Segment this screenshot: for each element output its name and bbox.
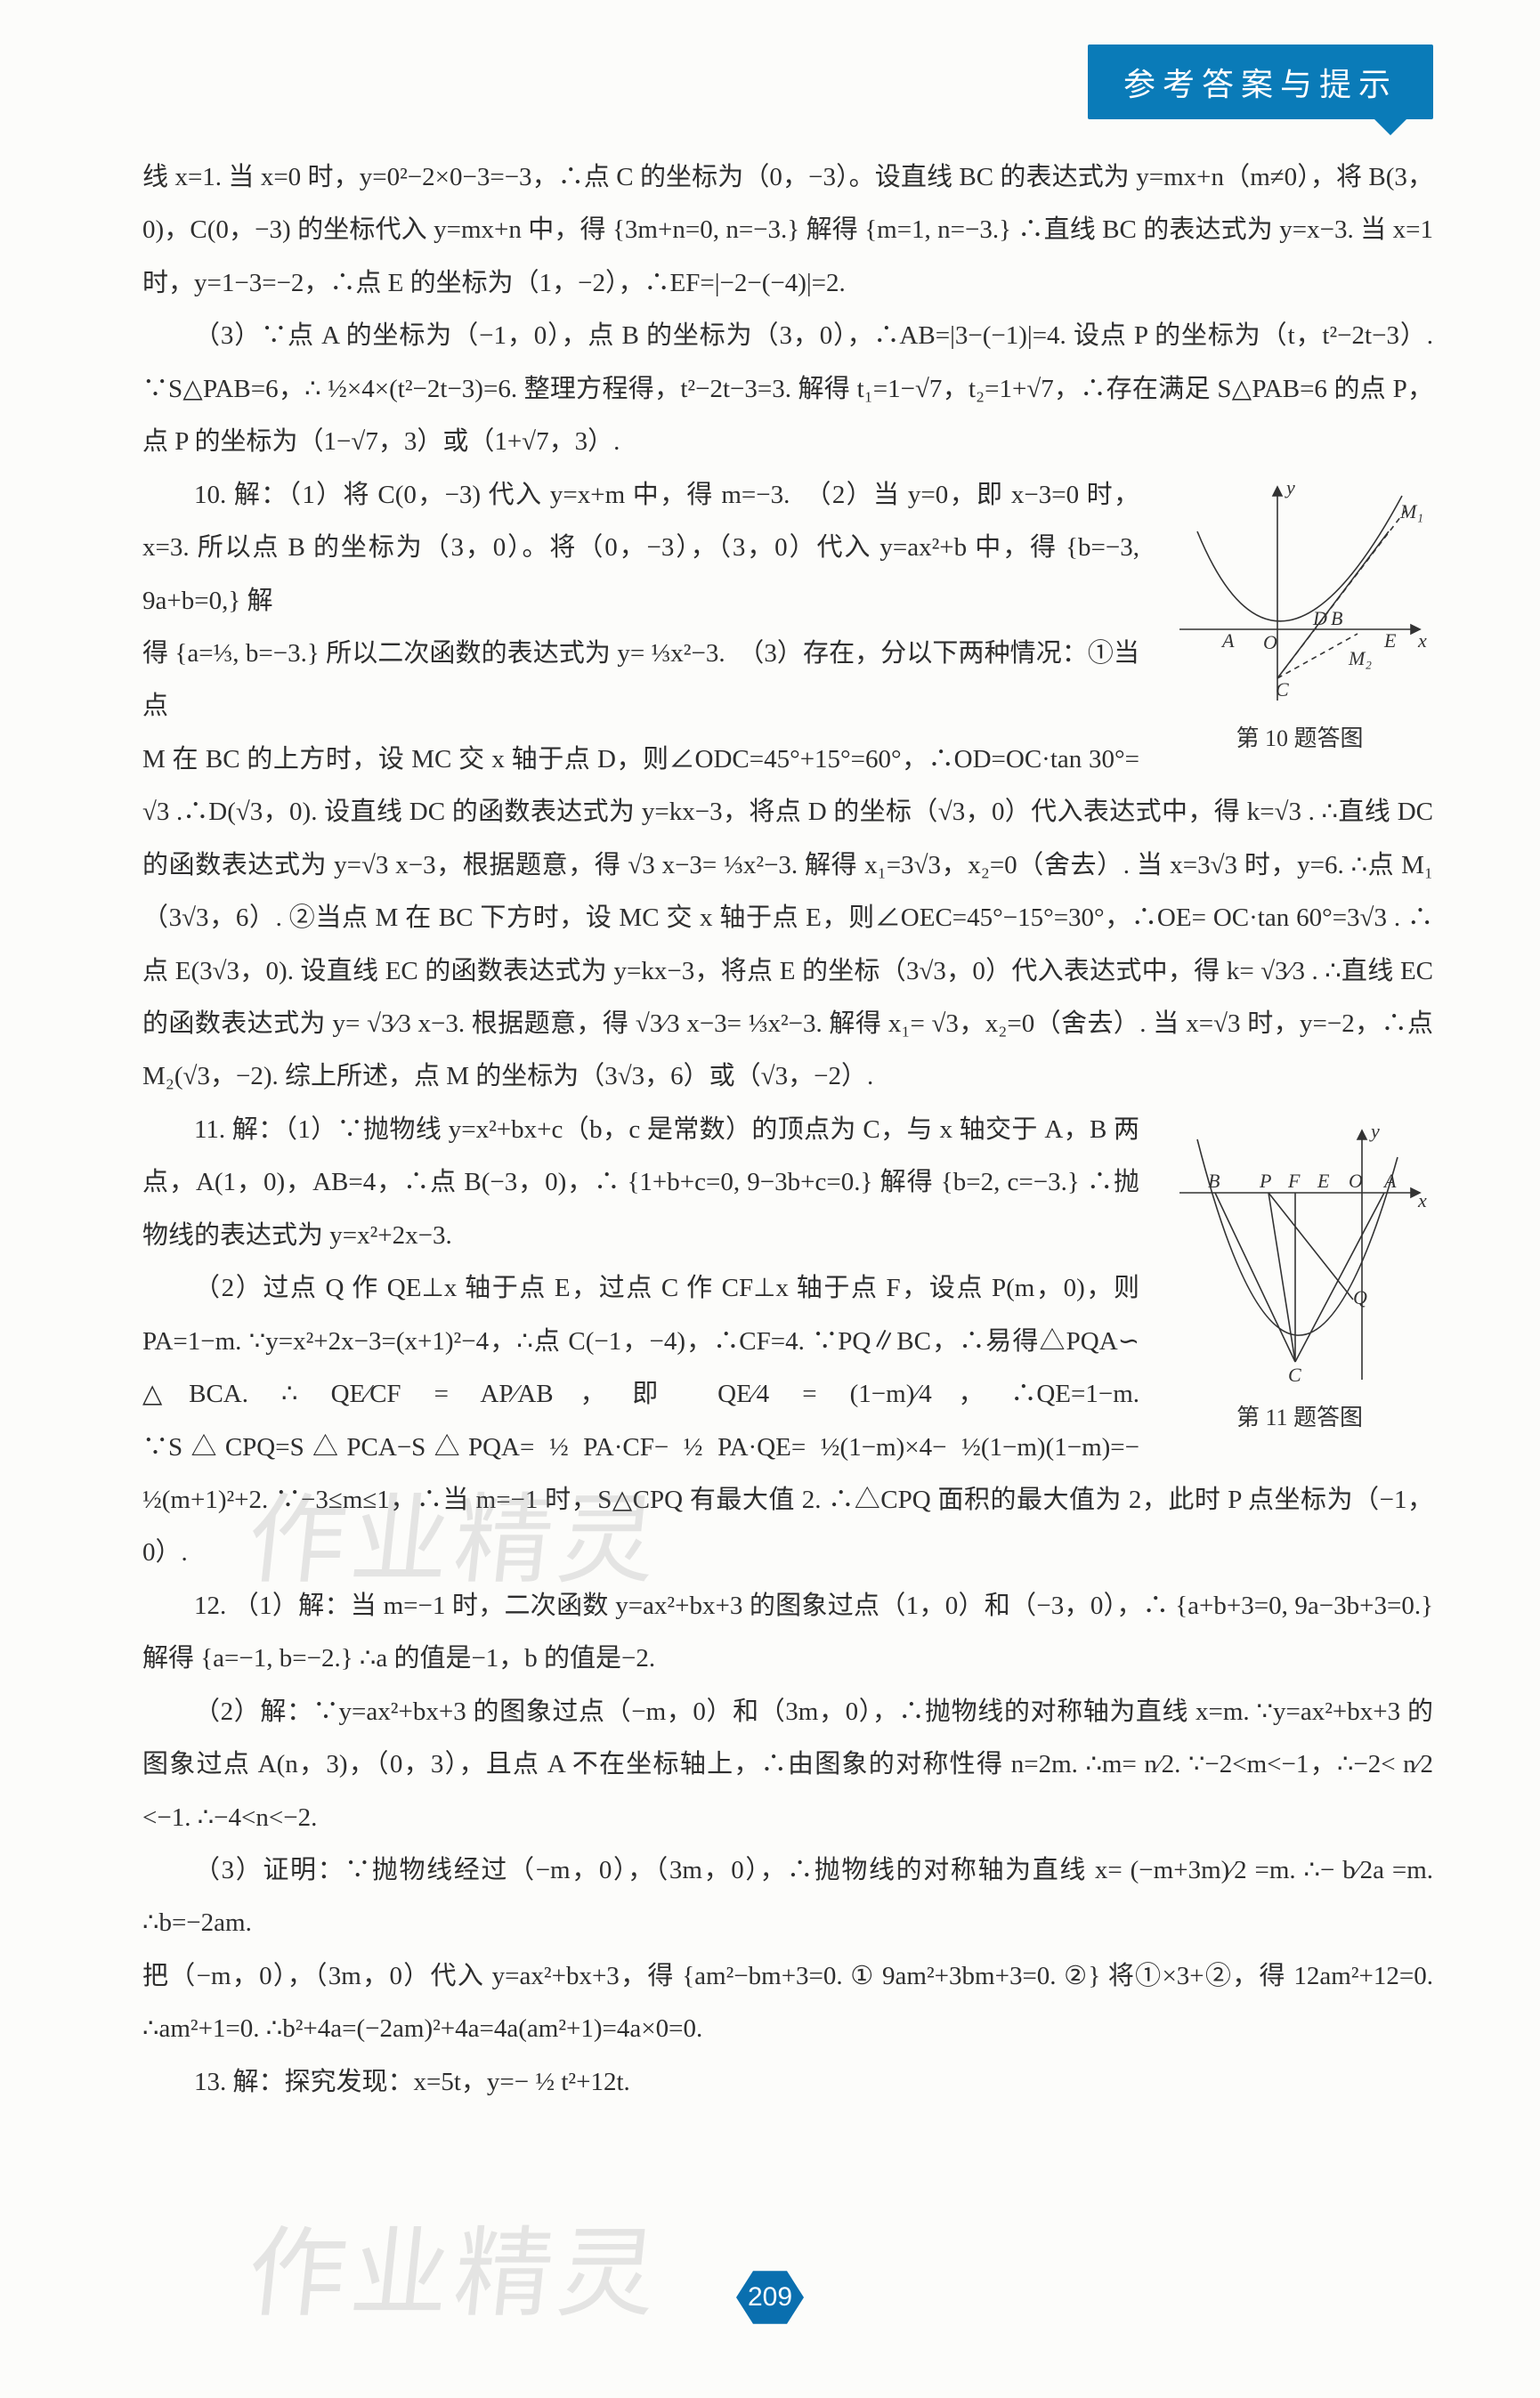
- svg-text:A: A: [1382, 1170, 1397, 1192]
- svg-text:B: B: [1331, 607, 1342, 629]
- para-8: 12. （1）解：当 m=−1 时，二次函数 y=ax²+bx+3 的图象过点（…: [142, 1580, 1433, 1686]
- svg-text:C: C: [1288, 1364, 1301, 1386]
- svg-text:A: A: [1220, 629, 1235, 652]
- svg-text:Q: Q: [1353, 1286, 1367, 1308]
- figure-11-svg: B P F E O A x y Q C: [1171, 1122, 1429, 1389]
- svg-text:F: F: [1287, 1170, 1301, 1192]
- svg-text:B: B: [1208, 1170, 1220, 1192]
- header-tab: 参考答案与提示: [1088, 45, 1433, 119]
- svg-text:x: x: [1417, 629, 1427, 652]
- para-5: M 在 BC 的上方时，设 MC 交 x 轴于点 D，则∠ODC=45°+15°…: [142, 733, 1433, 1104]
- header-title: 参考答案与提示: [1123, 66, 1398, 102]
- content-body: 线 x=1. 当 x=0 时，y=0²−2×0−3=−3，∴点 C 的坐标为（0…: [142, 151, 1433, 2109]
- watermark-2: 作业精灵: [242, 2193, 670, 2336]
- figure-10-svg: A O C D B E M₁ M₂ x y: [1171, 478, 1429, 709]
- para-1: 线 x=1. 当 x=0 时，y=0²−2×0−3=−3，∴点 C 的坐标为（0…: [142, 151, 1433, 310]
- para-10: （3）证明：∵抛物线经过（−m，0），（3m，0），∴抛物线的对称轴为直线 x=…: [142, 1844, 1433, 1950]
- svg-text:E: E: [1317, 1170, 1330, 1192]
- svg-text:P: P: [1259, 1170, 1271, 1192]
- page-number-badge: 209: [736, 2268, 804, 2327]
- svg-text:O: O: [1349, 1170, 1363, 1192]
- svg-text:y: y: [1285, 478, 1295, 498]
- para-11: 把（−m，0），（3m，0）代入 y=ax²+bx+3，得 {am²−bm+3=…: [142, 1950, 1433, 2056]
- figure-11-caption: 第 11 题答图: [1166, 1394, 1433, 1441]
- figure-10: A O C D B E M₁ M₂ x y 第 10 题答图: [1166, 478, 1433, 762]
- svg-text:M₁: M₁: [1399, 500, 1423, 523]
- svg-text:C: C: [1276, 678, 1289, 701]
- page: 参考答案与提示 线 x=1. 当 x=0 时，y=0²−2×0−3=−3，∴点 …: [0, 0, 1540, 2398]
- page-number: 209: [748, 2282, 792, 2313]
- svg-text:D: D: [1312, 607, 1327, 629]
- para-2: （3）∵点 A 的坐标为（−1，0），点 B 的坐标为（3，0），∴AB=|3−…: [142, 310, 1433, 468]
- figure-10-caption: 第 10 题答图: [1166, 715, 1433, 762]
- svg-text:M₂: M₂: [1348, 647, 1372, 669]
- figure-11: B P F E O A x y Q C 第 11 题答图: [1166, 1122, 1433, 1441]
- svg-text:E: E: [1383, 629, 1397, 652]
- svg-text:O: O: [1263, 631, 1277, 653]
- svg-text:x: x: [1417, 1189, 1427, 1211]
- svg-text:y: y: [1369, 1122, 1380, 1142]
- para-12: 13. 解：探究发现：x=5t，y=− ½ t²+12t.: [142, 2056, 1433, 2109]
- para-9: （2）解：∵y=ax²+bx+3 的图象过点（−m，0）和（3m，0），∴抛物线…: [142, 1686, 1433, 1844]
